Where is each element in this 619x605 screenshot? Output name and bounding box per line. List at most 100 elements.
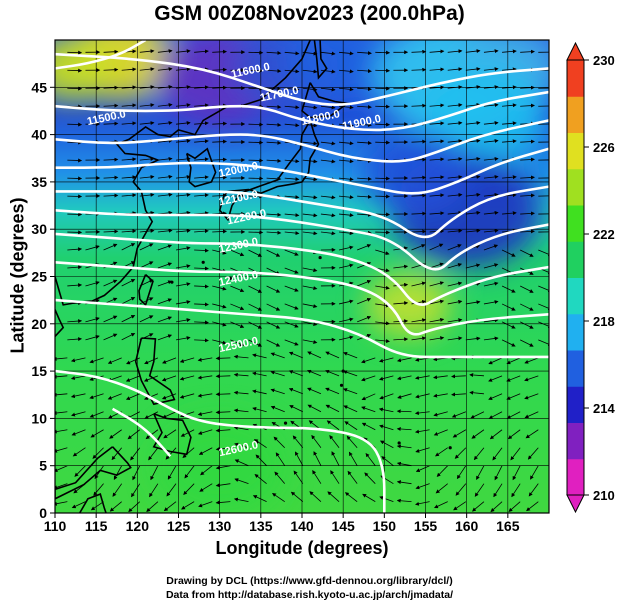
wind-arrow	[197, 411, 213, 416]
wind-arrow	[130, 447, 141, 461]
y-tick-label: 40	[31, 127, 47, 143]
wind-arrow	[433, 393, 448, 398]
wind-arrow	[266, 51, 282, 56]
wind-arrow	[327, 491, 340, 502]
wind-arrow	[302, 285, 318, 291]
wind-arrow	[183, 483, 195, 496]
credit-data-source: Data from http://database.rish.kyoto-u.a…	[165, 589, 454, 601]
wind-arrow	[415, 357, 430, 362]
wind-arrow	[212, 121, 228, 126]
wind-arrow	[103, 85, 119, 90]
wind-arrow	[520, 193, 535, 198]
wind-arrow	[103, 229, 119, 234]
wind-arrow	[85, 281, 100, 287]
wind-arrow	[302, 123, 318, 128]
wind-arrow	[252, 407, 267, 413]
x-axis-title: Longitude (degrees)	[215, 538, 389, 558]
wind-arrow	[103, 121, 119, 126]
wind-arrow	[490, 501, 503, 513]
wind-arrow	[55, 447, 68, 453]
wind-arrow	[415, 465, 430, 473]
wind-arrow	[194, 49, 209, 54]
wind-arrow	[139, 228, 155, 233]
colorbar-tick-label: 210	[593, 488, 615, 503]
wind-arrow	[379, 424, 394, 431]
wind-arrow	[339, 123, 354, 128]
wind-arrow	[320, 141, 336, 146]
wind-arrow	[194, 193, 209, 198]
wind-arrow	[508, 501, 521, 512]
wind-arrow	[429, 121, 445, 126]
y-tick-label: 35	[31, 174, 47, 190]
wind-arrow	[144, 357, 159, 365]
wind-arrow	[411, 244, 426, 251]
wind-arrow	[411, 49, 427, 54]
wind-arrow	[465, 336, 481, 341]
wind-arrow	[292, 435, 304, 448]
island	[397, 441, 401, 445]
x-tick-label: 110	[44, 518, 67, 534]
wind-arrow	[378, 357, 394, 363]
wind-arrow	[325, 351, 340, 359]
wind-arrow	[524, 411, 539, 419]
wind-arrow	[284, 267, 299, 274]
wind-arrow	[215, 410, 231, 415]
wind-arrow	[230, 285, 245, 293]
colorbar-max-triangle	[566, 41, 585, 61]
wind-arrow	[266, 212, 282, 217]
wind-arrow	[357, 140, 372, 145]
wind-arrow	[483, 318, 499, 323]
wind-arrow	[55, 356, 68, 361]
wind-arrow	[284, 177, 300, 182]
wind-arrow	[175, 300, 191, 305]
wind-arrow	[379, 496, 394, 503]
wind-arrow	[435, 447, 448, 457]
wind-arrow	[234, 442, 249, 449]
wind-arrow	[520, 85, 535, 90]
wind-arrow	[473, 447, 485, 461]
wind-arrow	[339, 195, 354, 200]
coastline	[313, 40, 328, 80]
wind-arrow	[433, 411, 448, 417]
wind-arrow	[520, 157, 535, 162]
wind-arrow	[483, 139, 499, 143]
wind-arrow	[157, 334, 173, 341]
wind-arrow	[528, 483, 539, 497]
height-contour	[55, 298, 549, 359]
wind-arrow	[483, 300, 499, 305]
wind-arrow	[146, 501, 159, 512]
wind-arrow	[270, 388, 285, 395]
wind-arrow	[520, 139, 535, 144]
wind-arrow	[501, 321, 516, 329]
wind-arrow	[288, 387, 303, 395]
wind-arrow	[266, 140, 282, 145]
wind-arrow	[215, 483, 231, 488]
y-tick-label: 20	[31, 316, 47, 332]
wind-arrow	[103, 157, 119, 162]
wind-arrow	[501, 339, 516, 347]
wind-arrow	[184, 465, 195, 479]
wind-arrow	[502, 139, 517, 144]
wind-arrow	[502, 49, 517, 54]
wind-arrow	[465, 156, 481, 161]
wind-arrow	[215, 428, 231, 433]
wind-arrow	[429, 262, 444, 269]
wind-arrow	[274, 471, 286, 484]
wind-arrow	[429, 193, 445, 198]
colorbar-min-triangle	[566, 494, 585, 514]
wind-arrow	[520, 303, 534, 311]
wind-arrow	[320, 51, 336, 56]
wind-arrow	[230, 321, 245, 328]
x-tick-label: 135	[249, 518, 273, 534]
wind-arrow	[465, 192, 481, 197]
wind-arrow	[215, 465, 231, 470]
wind-arrow	[109, 429, 122, 439]
height-contour	[55, 185, 549, 239]
wind-arrow	[70, 393, 86, 399]
wind-arrow	[67, 247, 83, 252]
wind-arrow	[433, 375, 448, 380]
wind-arrow	[411, 67, 427, 72]
wind-arrow	[157, 67, 173, 72]
wind-arrow	[248, 303, 263, 311]
wind-arrow	[343, 388, 358, 395]
